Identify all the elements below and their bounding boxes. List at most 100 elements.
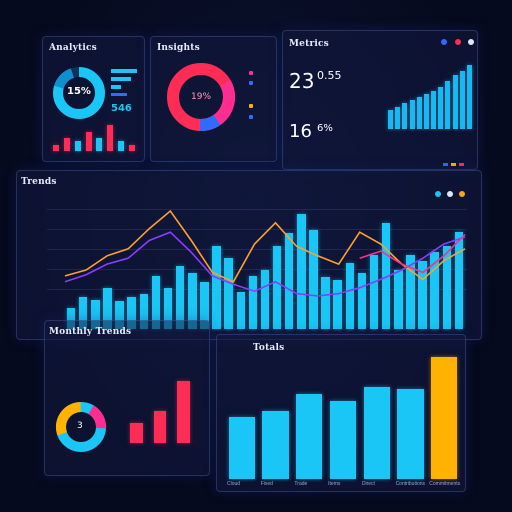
totals-bars-bar [228,417,255,479]
metrics-bars-bar [459,71,465,129]
totals-xlabel: Commitments [429,481,461,487]
analytics-donut-ring [53,67,105,119]
trends-bars-bar [66,308,76,329]
metrics-bars-bar [423,93,429,129]
metrics-bars-bar [416,97,422,129]
trends-bars-bar [103,287,112,329]
totals-panel: Totals Cloud Fixed Trade Items Direct Contrib… [216,334,466,492]
analytics-donut-label: 15% [67,86,91,97]
insights-donut-label: 19% [191,92,212,102]
trends-bars-bar [418,261,427,329]
monthly-donut-label: 3 [77,421,83,431]
trends-bars-bar [188,272,197,329]
analytics-bars-bar [96,138,103,151]
trends-control-blue[interactable] [435,191,441,197]
metrics-bars-bar [395,106,401,129]
metrics-bars-bar [466,65,472,129]
metrics-bars-bar [431,90,437,129]
trends-line-0 [64,209,466,283]
totals-xlabel: Contributions [395,481,426,487]
metrics-panel: Metrics 23 0.55 16 6% [282,30,478,170]
trends-bars-bar [442,246,452,329]
analytics-bars-bar [74,141,81,151]
analytics-bars-bar [85,131,92,151]
trends-bars-bar [236,292,245,329]
metrics-bars-bar [388,109,394,129]
metrics-title: Metrics [289,39,329,49]
analytics-bars-bar [128,144,135,151]
trends-bars-bar [175,265,185,329]
trends-bars-bar [309,230,318,329]
totals-bars [225,357,461,479]
metrics-control-white[interactable] [468,39,474,45]
metrics-stat-b: 16 [289,121,312,142]
analytics-stat: 546 [111,103,132,114]
trends-bars-bar [91,299,100,329]
totals-xlabel: Direct [361,481,375,487]
metrics-control-red[interactable] [455,39,461,45]
analytics-bars-bar [64,138,71,151]
trends-bars-bar [394,270,403,329]
metrics-bars-bar [402,103,408,129]
trends-bars-bar [78,296,88,329]
monthly-bars-bar [130,423,144,443]
monthly-bars-bar [153,411,167,443]
trends-bars-bar [381,222,391,329]
totals-xlabel: Fixed [260,481,273,487]
totals-bars-bar [430,357,458,479]
trends-bars-bar [345,262,355,329]
metrics-bars-bar [438,87,444,129]
trends-bars-bar [333,280,342,329]
trends-bars-bar [115,300,124,329]
metrics-bars [387,65,473,129]
trends-control-orange[interactable] [459,191,465,197]
analytics-bars-bar [117,141,124,151]
monthly-trends-panel: Monthly Trends 3 [44,320,210,476]
trends-line-2 [359,234,466,274]
trends-bars-bar [151,275,161,329]
trends-bars-bar [297,213,306,329]
metrics-stat-a-small: 0.55 [317,69,342,82]
trends-bars-bar [285,233,294,329]
trends-line-1 [64,231,466,297]
totals-bars-bar [397,389,424,479]
trends-bars-bar [163,287,173,329]
monthly-bars [125,381,195,443]
analytics-bars-bar [53,144,60,151]
metrics-bars-bar [452,74,458,129]
metrics-control-blue[interactable] [441,39,447,45]
totals-xlabel: Trade [294,481,308,487]
trends-bars-bar [369,255,379,329]
totals-bars-bar [262,411,289,479]
trends-panel: Trends [16,170,482,340]
monthly-donut [56,402,106,452]
trends-bars [65,211,465,329]
trends-control-white[interactable] [447,191,453,197]
trends-bars-bar [454,231,464,329]
totals-bars-bar [329,401,357,479]
trends-bars-bar [321,277,330,329]
totals-xlabel: Items [328,481,341,487]
totals-title: Totals [253,343,285,353]
trends-bars-bar [224,258,233,329]
trends-bars-bar [139,293,149,329]
trends-bars-bar [212,246,221,329]
trends-bars-bar [248,275,258,329]
analytics-donut [53,67,105,119]
metrics-bars-bar [409,100,415,129]
totals-bars-bar [363,387,390,479]
trends-bars-bar [127,296,136,329]
insights-panel: Insights 19% [150,36,277,162]
analytics-bars-bar [107,125,114,151]
metrics-stat-b-small: 6% [317,123,333,134]
monthly-trends-title: Monthly Trends [49,327,132,337]
trends-lines [64,209,466,297]
trends-bars-bar [430,252,439,329]
totals-xlabels: Cloud Fixed Trade Items Direct Contributions C… [225,481,461,489]
metrics-stat-a: 23 [289,69,315,93]
analytics-bars [51,125,137,151]
insights-donut [167,63,235,131]
totals-bars-bar [296,394,323,479]
totals-xlabel: Cloud [227,481,241,487]
monthly-bars-bar [176,381,190,443]
